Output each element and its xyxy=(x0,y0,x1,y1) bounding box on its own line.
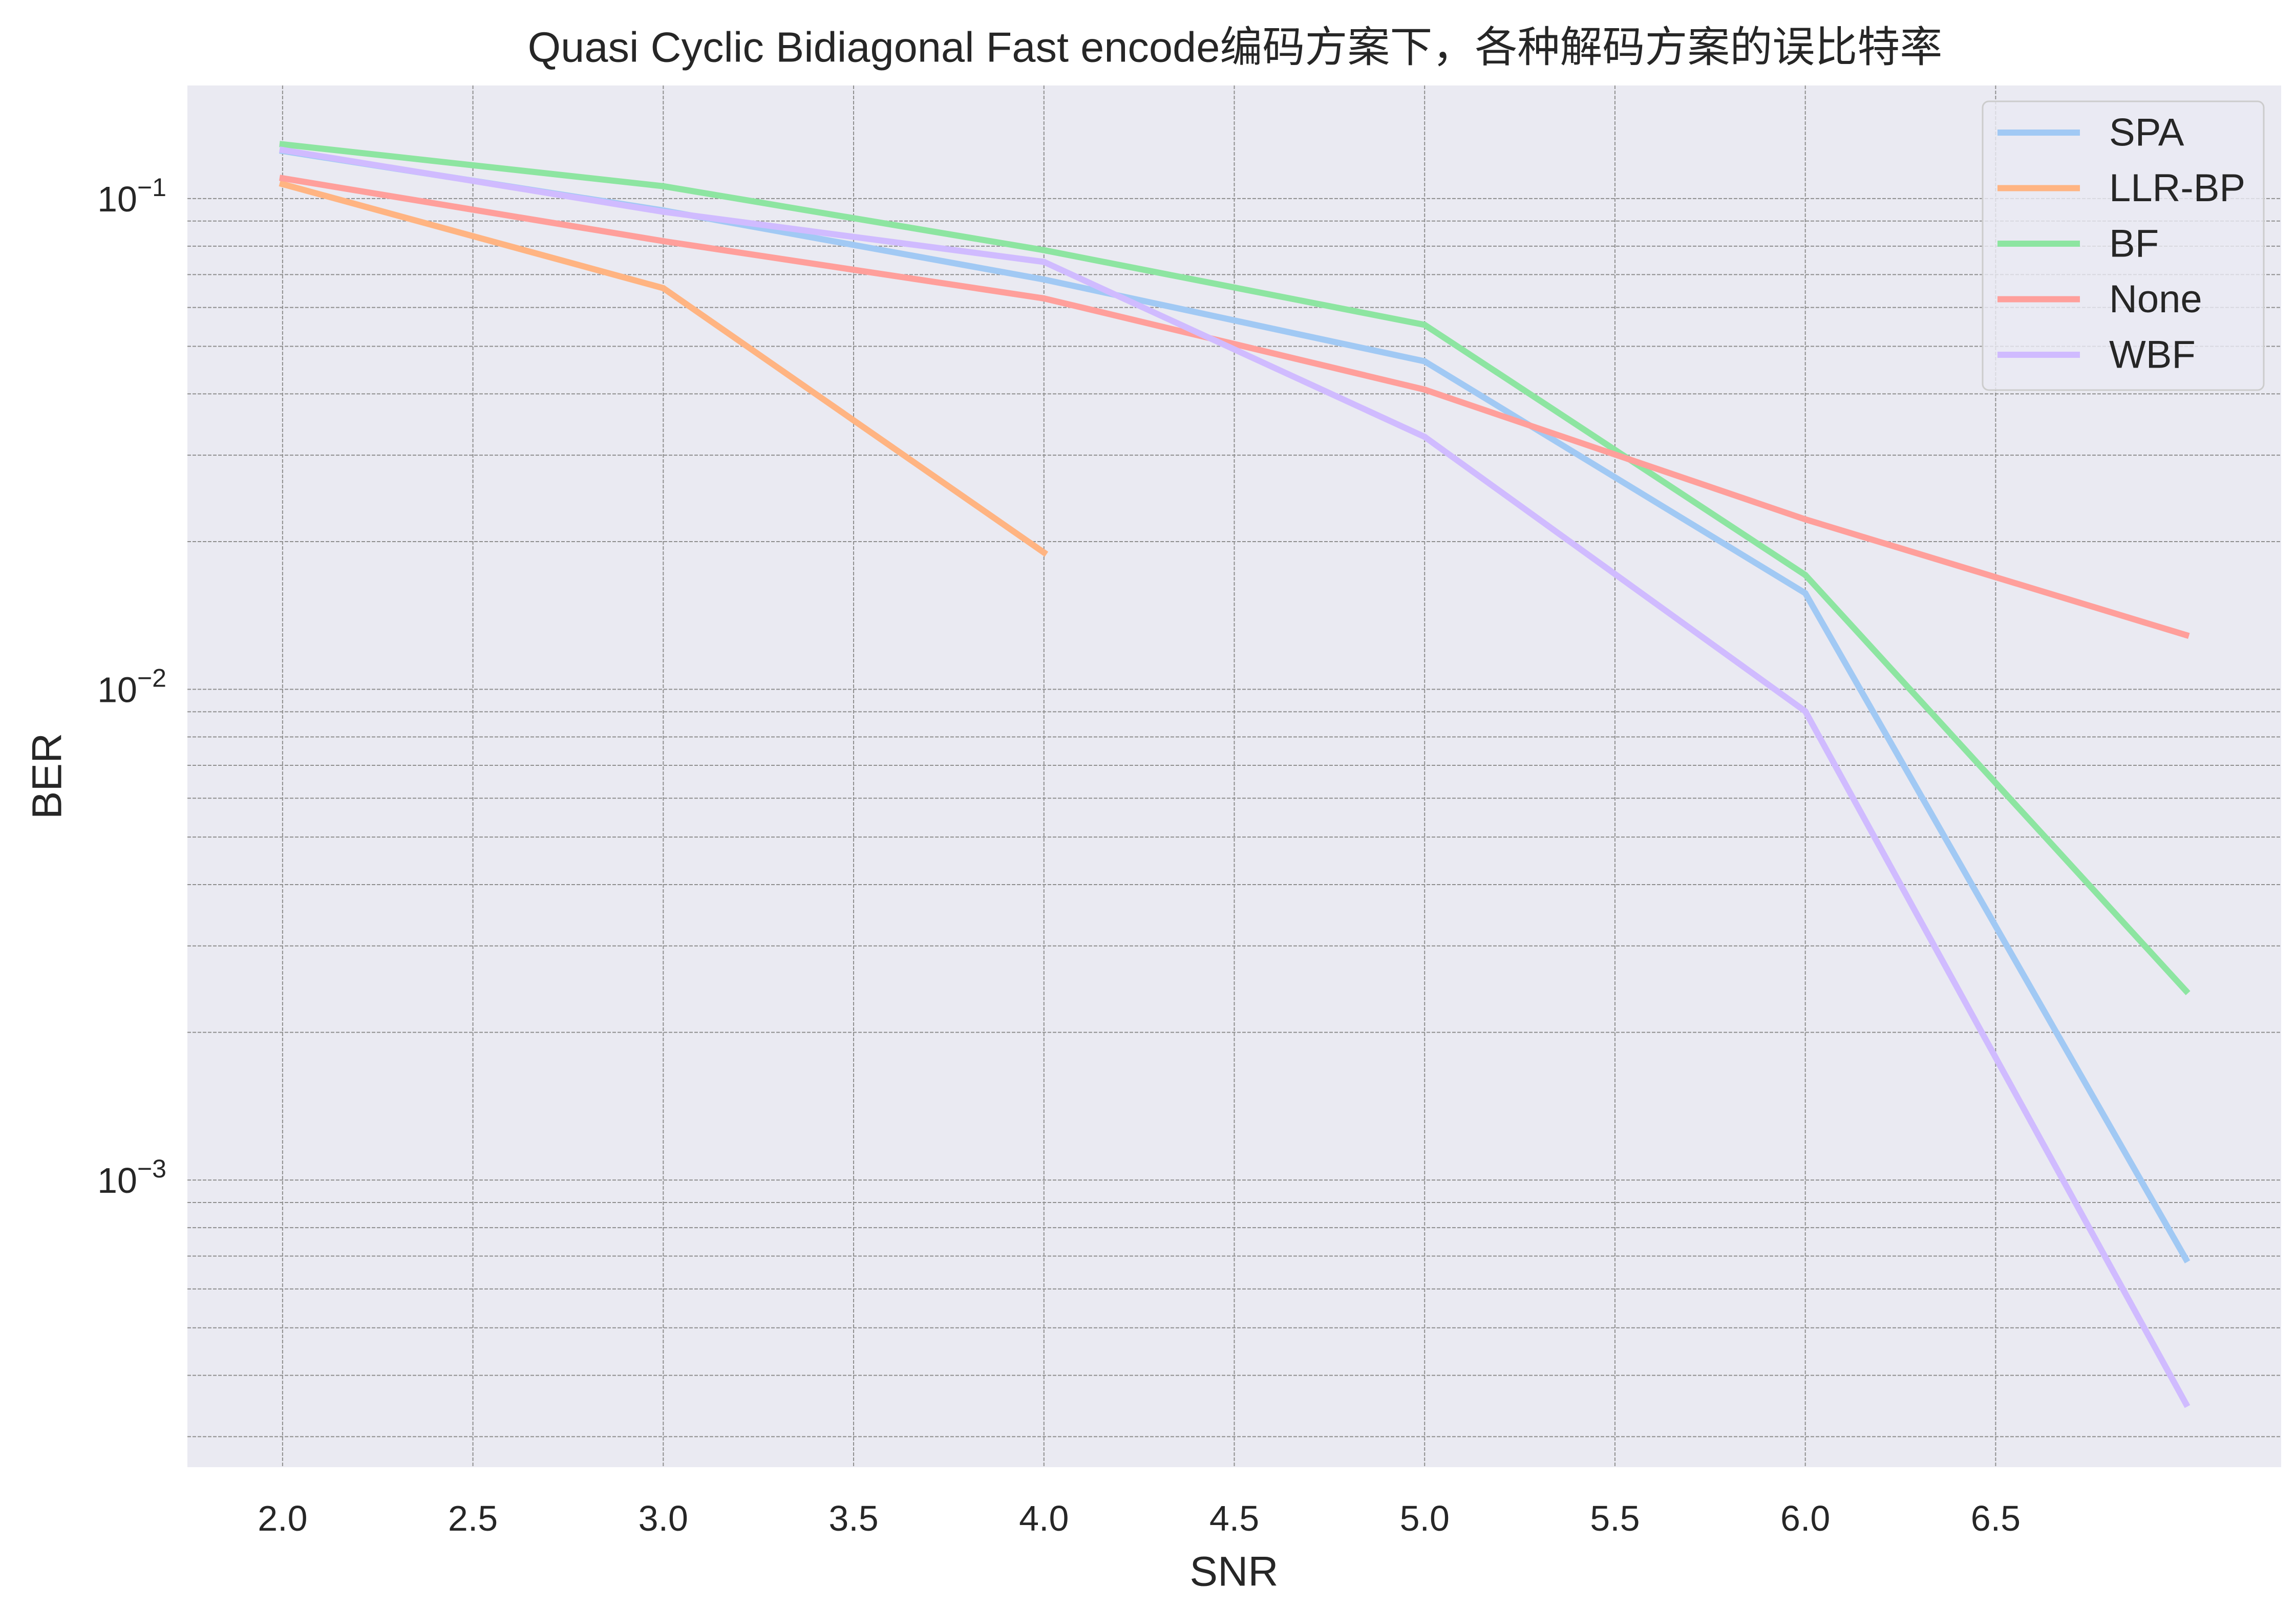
legend-entry-none: None xyxy=(1997,277,2202,321)
y-tick-exponent: −2 xyxy=(137,664,166,693)
data-point-none xyxy=(1421,387,1428,393)
x-tick-label: 3.0 xyxy=(639,1498,688,1538)
data-point-none xyxy=(1040,295,1047,302)
legend-box xyxy=(1982,100,2265,391)
legend-entry-llr-bp: LLR-BP xyxy=(1997,166,2245,210)
plot-area xyxy=(187,85,2281,1467)
data-point-llr-bp xyxy=(279,181,286,187)
x-tick-label: 3.5 xyxy=(828,1498,878,1538)
data-point-spa xyxy=(1802,590,1809,596)
series-wbf xyxy=(279,146,2191,1408)
y-tick-label: 10−3 xyxy=(97,1154,166,1200)
series-none xyxy=(279,175,2190,639)
data-point-bf xyxy=(279,141,286,147)
x-tick-label: 6.0 xyxy=(1780,1498,1830,1538)
y-tick-base: 10 xyxy=(97,1161,137,1200)
data-point-bf xyxy=(660,183,667,189)
data-point-wbf xyxy=(660,208,667,215)
data-point-wbf xyxy=(2183,1401,2189,1407)
data-point-none xyxy=(2183,632,2189,638)
data-point-none xyxy=(660,238,667,244)
x-tick-label: 4.0 xyxy=(1019,1498,1069,1538)
legend-entry-wbf: WBF xyxy=(1997,333,2196,377)
data-point-bf xyxy=(1421,321,1428,328)
legend-label: SPA xyxy=(2109,111,2184,155)
data-point-wbf xyxy=(1040,259,1047,265)
data-point-wbf xyxy=(1802,708,1809,715)
data-point-wbf xyxy=(279,147,286,153)
legend-label: LLR-BP xyxy=(2109,166,2245,210)
data-point-wbf xyxy=(1421,434,1428,440)
data-point-spa xyxy=(2183,1256,2189,1262)
legend-entry-bf: BF xyxy=(1997,222,2159,266)
x-tick-label: 5.0 xyxy=(1400,1498,1450,1538)
legend-label: BF xyxy=(2109,222,2159,266)
y-axis-ticks: 10−110−210−3 xyxy=(97,173,166,1200)
y-tick-label: 10−2 xyxy=(97,664,166,710)
data-point-bf xyxy=(2183,988,2189,994)
data-point-llr-bp xyxy=(660,285,667,291)
chart-title: Quasi Cyclic Bidiagonal Fast encode编码方案下… xyxy=(528,24,1943,71)
x-tick-label: 5.5 xyxy=(1590,1498,1640,1538)
legend-label: None xyxy=(2109,277,2202,321)
data-point-none xyxy=(1802,516,1809,523)
data-point-bf xyxy=(1802,572,1809,578)
y-tick-label: 10−1 xyxy=(97,173,166,219)
grid xyxy=(187,85,2281,1467)
y-axis-label: BER xyxy=(24,733,71,820)
x-tick-label: 2.0 xyxy=(258,1498,307,1538)
data-point-bf xyxy=(1040,247,1047,253)
x-tick-label: 2.5 xyxy=(448,1498,498,1538)
x-axis-ticks: 2.0 2.5 3.0 3.5 4.0 4.5 5.0 5.5 6.0 6.5 xyxy=(258,1498,2021,1538)
series-bf xyxy=(279,141,2191,995)
data-point-llr-bp xyxy=(1040,549,1047,556)
data-point-spa xyxy=(1040,276,1047,283)
data-point-spa xyxy=(1421,358,1428,364)
legend-entry-spa: SPA xyxy=(1997,111,2184,155)
series-lines xyxy=(279,141,2191,1408)
x-tick-label: 4.5 xyxy=(1209,1498,1259,1538)
series-line-none xyxy=(279,175,2190,639)
series-line-wbf xyxy=(279,146,2191,1408)
series-llr-bp xyxy=(279,180,1049,557)
data-point-none xyxy=(279,175,286,182)
y-tick-base: 10 xyxy=(97,670,137,710)
x-tick-label: 6.5 xyxy=(1971,1498,2021,1538)
y-tick-exponent: −1 xyxy=(137,173,166,202)
legend-label: WBF xyxy=(2109,333,2196,377)
y-tick-exponent: −3 xyxy=(137,1154,166,1183)
series-line-bf xyxy=(279,141,2191,995)
x-axis-label: SNR xyxy=(1189,1549,1278,1595)
y-tick-base: 10 xyxy=(97,179,137,219)
legend: SPA LLR-BP BF None WBF xyxy=(1982,100,2265,391)
